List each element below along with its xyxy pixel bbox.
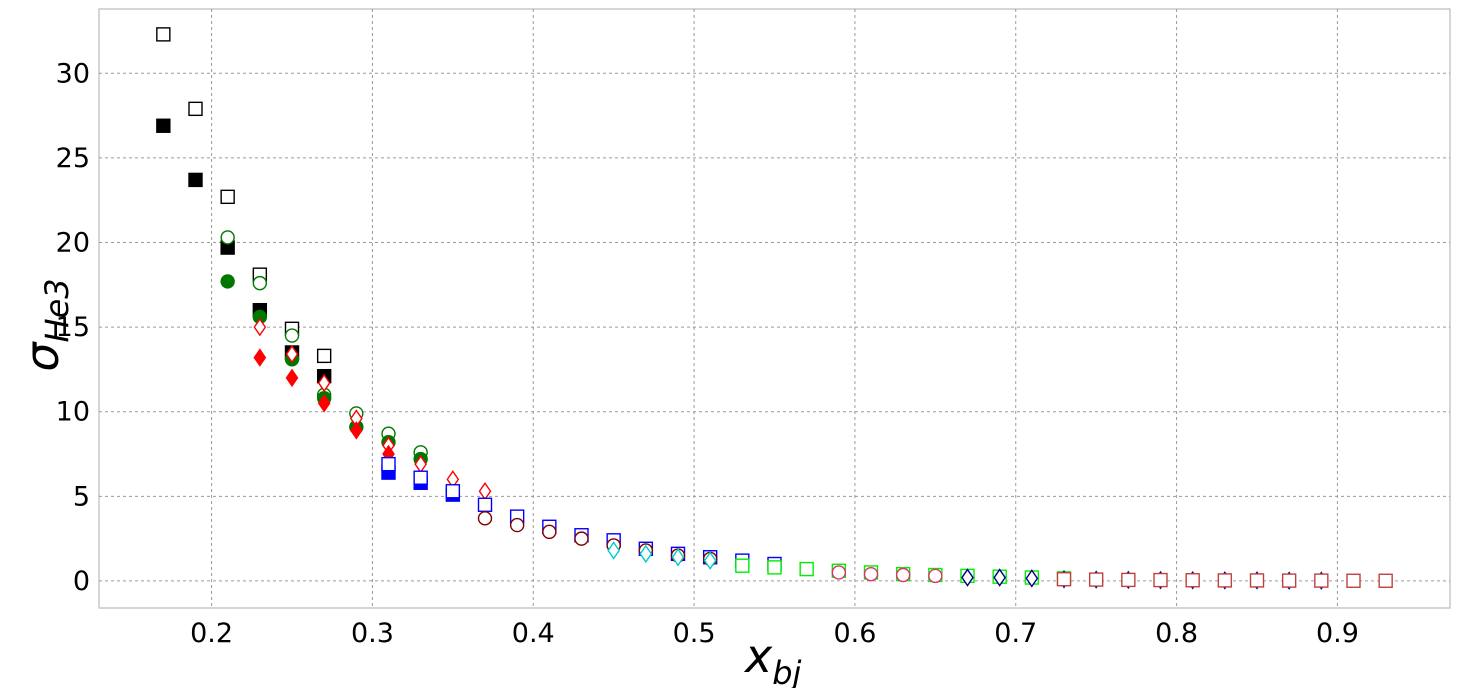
x-axis-label: xbj bbox=[743, 629, 802, 688]
data-point bbox=[1378, 573, 1393, 588]
data-point bbox=[671, 548, 685, 567]
data-point bbox=[928, 568, 943, 584]
tick-labels: 0.2 0.3 0.4 0.5 0.6 0.7 0.8 0.9 0 5 10 15 20 25 30 bbox=[56, 58, 1359, 649]
x-tick-label: 0.9 bbox=[1316, 618, 1359, 649]
data-point bbox=[1346, 573, 1361, 588]
x-tick-label: 0.5 bbox=[673, 618, 716, 649]
data-point bbox=[156, 27, 171, 42]
data-point bbox=[1281, 573, 1297, 588]
data-point bbox=[220, 230, 235, 245]
data-point bbox=[1153, 572, 1168, 588]
data-point bbox=[316, 348, 332, 364]
data-point bbox=[1249, 573, 1265, 588]
data-point bbox=[253, 317, 267, 337]
data-point bbox=[220, 189, 235, 205]
data-point bbox=[188, 172, 203, 188]
data-point bbox=[735, 558, 750, 573]
x-tick-label: 0.2 bbox=[190, 618, 233, 649]
data-point bbox=[1314, 573, 1329, 588]
data-point bbox=[1121, 572, 1136, 588]
x-tick-label: 0.6 bbox=[833, 618, 876, 649]
data-point bbox=[253, 348, 267, 367]
data-point bbox=[799, 561, 814, 577]
data-point bbox=[831, 565, 847, 580]
x-tick-label: 0.7 bbox=[994, 618, 1037, 649]
data-point bbox=[863, 566, 879, 582]
data-point bbox=[1056, 572, 1072, 587]
data-point bbox=[156, 118, 171, 133]
data-point bbox=[413, 470, 428, 485]
y-tick-label: 25 bbox=[56, 143, 90, 174]
data-point bbox=[349, 421, 363, 440]
data-markers bbox=[156, 27, 1393, 590]
data-point bbox=[1088, 572, 1104, 587]
y-tick-label: 10 bbox=[56, 397, 90, 428]
data-point bbox=[1217, 573, 1233, 588]
data-point bbox=[188, 101, 203, 117]
data-point bbox=[317, 394, 331, 413]
y-tick-label: 30 bbox=[56, 58, 90, 89]
data-point bbox=[895, 567, 911, 583]
data-point bbox=[284, 328, 300, 343]
data-point bbox=[961, 568, 974, 587]
y-axis-label: σHe3 bbox=[15, 278, 76, 371]
y-tick-label: 0 bbox=[73, 566, 90, 597]
y-tick-label: 20 bbox=[56, 228, 90, 259]
x-tick-label: 0.8 bbox=[1155, 618, 1198, 649]
data-point bbox=[574, 531, 589, 546]
plot-area bbox=[98, 8, 1451, 609]
data-point bbox=[639, 544, 653, 564]
data-point bbox=[285, 368, 299, 388]
x-tick-label: 0.4 bbox=[512, 618, 555, 649]
data-point bbox=[703, 551, 717, 570]
data-point bbox=[477, 511, 493, 526]
data-point bbox=[1025, 569, 1039, 588]
x-tick-label: 0.3 bbox=[351, 618, 394, 649]
data-point bbox=[445, 484, 461, 499]
data-point bbox=[252, 275, 268, 291]
data-point bbox=[1185, 573, 1200, 588]
data-point bbox=[317, 373, 331, 393]
y-tick-label: 15 bbox=[56, 312, 90, 343]
data-point bbox=[220, 274, 235, 289]
data-point bbox=[381, 456, 396, 472]
data-point bbox=[477, 497, 493, 512]
data-point bbox=[285, 344, 299, 364]
data-point bbox=[767, 560, 782, 575]
data-point bbox=[509, 517, 525, 533]
y-tick-label: 5 bbox=[73, 481, 90, 512]
data-point bbox=[993, 568, 1007, 587]
grid bbox=[99, 9, 1450, 608]
data-point bbox=[542, 524, 557, 540]
data-point bbox=[607, 541, 621, 560]
